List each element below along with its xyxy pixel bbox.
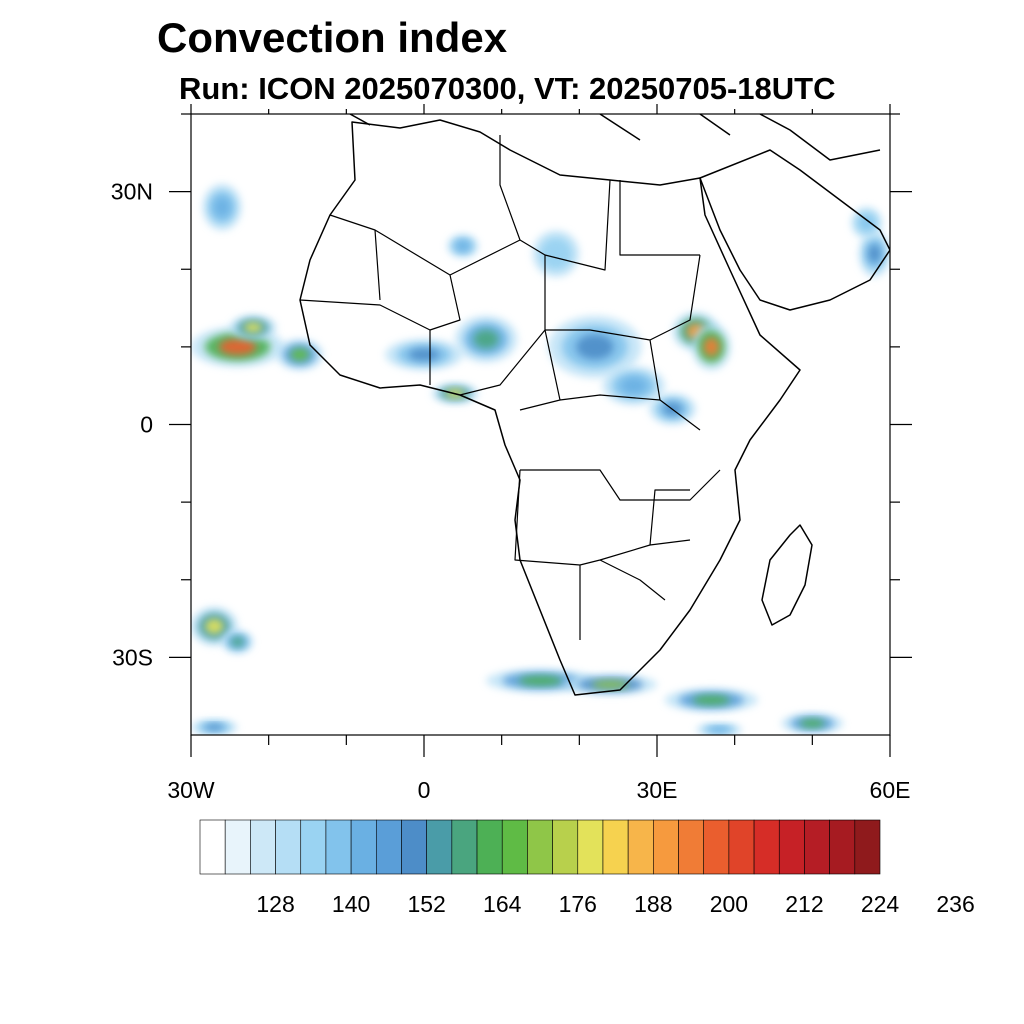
colorbar-label: 200 [710, 891, 748, 917]
colorbar-label: 236 [936, 891, 974, 917]
colorbar-swatch [728, 819, 755, 875]
colorbar-label: 212 [785, 891, 823, 917]
colorbar-swatch [854, 819, 881, 875]
lat-tick-label: 30S [112, 644, 153, 670]
colorbar-swatch [703, 819, 730, 875]
convection-cell [546, 244, 566, 264]
colorbar-swatch [426, 819, 453, 875]
colorbar-swatch [300, 819, 327, 875]
colorbar-swatch [476, 819, 503, 875]
convection-cell [621, 377, 647, 394]
colorbar-swatch [527, 819, 553, 875]
colorbar-swatch [325, 819, 352, 875]
lon-tick-label: 0 [418, 777, 431, 803]
map-frame [190, 113, 891, 736]
map-subtitle: Run: ICON 2025070300, VT: 20250705-18UTC [179, 71, 836, 106]
axis-ticks [169, 104, 912, 757]
convection-cell [868, 244, 881, 264]
convection-cell [591, 680, 630, 689]
convection-field [191, 183, 890, 735]
colorbar-swatch [401, 819, 427, 875]
convection-cell [204, 724, 224, 731]
convection-cell [214, 197, 230, 217]
convection-cell [243, 322, 263, 333]
colorbar-swatch [250, 819, 276, 875]
convection-cell [576, 334, 614, 360]
coastlines [299, 114, 890, 696]
axis-tick-labels: 30W 0 30E 60E 30N 0 30S [111, 179, 911, 803]
convection-cell [290, 348, 310, 361]
lon-tick-label: 30E [637, 777, 678, 803]
colorbar-swatch [199, 819, 226, 875]
colorbar-label: 224 [861, 891, 900, 917]
lon-tick-label: 30W [167, 777, 215, 803]
convection-cell [204, 618, 224, 635]
colorbar-swatch [653, 819, 679, 875]
colorbar-swatch [602, 819, 629, 875]
convection-cell [231, 637, 244, 647]
convection-cell [692, 695, 731, 705]
colorbar-label: 188 [634, 891, 672, 917]
colorbar-swatch [804, 819, 830, 875]
convection-cell [709, 727, 729, 733]
colorbar-label: 152 [407, 891, 445, 917]
lon-tick-label: 60E [870, 777, 911, 803]
colorbar-swatch [627, 819, 654, 875]
colorbar-swatch [577, 819, 604, 875]
colorbar-swatch [753, 819, 780, 875]
colorbar-swatch [778, 819, 805, 875]
colorbar-swatch [275, 819, 302, 875]
africa-coastline [299, 119, 801, 696]
colorbar [199, 819, 881, 875]
madagascar-coastline [761, 524, 813, 626]
convection-cell [473, 329, 499, 349]
colorbar-swatch [224, 819, 251, 875]
colorbar-swatch [451, 819, 478, 875]
convection-cell [218, 338, 257, 355]
convection-cell [518, 676, 563, 686]
convection-cell [703, 337, 720, 357]
convection-cell [456, 241, 470, 251]
colorbar-swatch [829, 819, 856, 875]
colorbar-label: 140 [332, 891, 370, 917]
colorbar-labels: 128 140 152 164 176 188 200 212 224 236 [256, 891, 974, 917]
arabia-coastline [699, 149, 890, 311]
colorbar-swatch [552, 819, 579, 875]
europe-coastline [349, 114, 881, 161]
lat-tick-label: 30N [111, 179, 153, 205]
country-borders [299, 135, 721, 640]
convection-cell [408, 348, 440, 361]
convection-cell [860, 216, 873, 229]
colorbar-label: 128 [256, 891, 294, 917]
colorbar-label: 176 [559, 891, 597, 917]
colorbar-swatch [501, 819, 528, 875]
colorbar-swatch [678, 819, 705, 875]
map-title: Convection index [157, 14, 508, 61]
lat-tick-label: 0 [140, 412, 153, 438]
colorbar-label: 164 [483, 891, 522, 917]
colorbar-swatch [375, 819, 402, 875]
convection-cell [799, 719, 825, 728]
colorbar-swatch [350, 819, 377, 875]
